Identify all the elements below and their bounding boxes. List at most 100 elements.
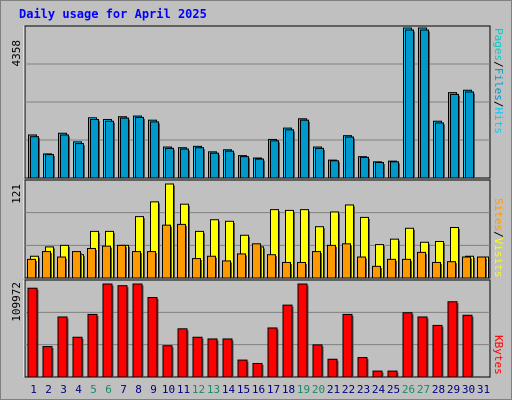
kbytes-bar xyxy=(237,359,248,378)
files-bar xyxy=(315,147,324,179)
x-tick-label: 22 xyxy=(342,383,355,396)
legend-files: Files xyxy=(492,68,505,101)
legend-sites: Sites xyxy=(492,198,505,231)
sites-bar xyxy=(57,256,66,279)
x-tick-label: 16 xyxy=(252,383,265,396)
legend-separator: / xyxy=(492,231,505,238)
sites-bar xyxy=(117,244,126,279)
sites-bar xyxy=(192,258,201,279)
x-tick-label: 20 xyxy=(312,383,325,396)
x-tick-label: 23 xyxy=(357,383,370,396)
kbytes-bar xyxy=(222,338,233,378)
x-tick-label: 7 xyxy=(120,383,127,396)
files-bar xyxy=(135,116,144,179)
sites-bar xyxy=(222,260,231,279)
kbytes-bar xyxy=(342,313,353,378)
files-bar xyxy=(375,162,384,179)
sites-bar xyxy=(417,251,426,279)
files-bar xyxy=(90,118,99,179)
sites-bar xyxy=(342,243,351,279)
kbytes-bar xyxy=(132,283,143,378)
x-tick-label: 9 xyxy=(150,383,157,396)
sites-bar xyxy=(402,258,411,279)
kbytes-bar xyxy=(462,314,473,378)
files-bar xyxy=(75,143,84,179)
files-bar xyxy=(60,134,69,179)
x-tick-label: 15 xyxy=(237,383,250,396)
legend-separator: / xyxy=(492,61,505,68)
sites-bar xyxy=(42,251,51,279)
files-bar xyxy=(195,147,204,179)
x-tick-label: 27 xyxy=(417,383,430,396)
x-tick-label: 24 xyxy=(372,383,386,396)
sites-bar xyxy=(102,245,111,279)
x-tick-label: 2 xyxy=(45,383,52,396)
files-bar xyxy=(345,136,354,179)
sites-bar xyxy=(387,258,396,279)
kbytes-bar xyxy=(402,312,413,378)
panel-1-ymax-label: 4358 xyxy=(10,40,23,67)
kbytes-bar xyxy=(357,357,368,378)
files-bar xyxy=(45,154,54,179)
sites-bar xyxy=(27,258,36,279)
files-bar xyxy=(450,93,459,179)
files-bar xyxy=(30,136,39,179)
chart-title: Daily usage for April 2025 xyxy=(19,7,207,21)
x-tick-label: 10 xyxy=(162,383,175,396)
kbytes-bar xyxy=(297,283,308,378)
x-tick-label: 18 xyxy=(282,383,295,396)
files-bar xyxy=(390,161,399,179)
kbytes-bar xyxy=(282,304,293,378)
x-tick-label: 26 xyxy=(402,383,415,396)
sites-bar xyxy=(237,253,246,279)
kbytes-bar xyxy=(42,346,53,378)
x-tick-label: 13 xyxy=(207,383,220,396)
files-bar xyxy=(105,120,114,179)
files-bar xyxy=(210,152,219,179)
x-tick-label: 31 xyxy=(477,383,490,396)
kbytes-bar xyxy=(447,301,458,378)
legend-3: KBytes xyxy=(492,335,505,375)
x-tick-label: 11 xyxy=(177,383,190,396)
legend-visits: Visits xyxy=(492,238,505,278)
x-tick-label: 25 xyxy=(387,383,400,396)
sites-bar xyxy=(432,261,441,279)
files-bar xyxy=(300,119,309,179)
kbytes-bar xyxy=(177,328,188,378)
kbytes-bar xyxy=(312,344,323,378)
sites-bar xyxy=(207,255,216,279)
x-tick-label: 3 xyxy=(60,383,67,396)
sites-bar xyxy=(177,223,186,279)
files-bar xyxy=(285,129,294,179)
files-bar xyxy=(435,122,444,179)
x-tick-label: 5 xyxy=(90,383,97,396)
x-tick-label: 19 xyxy=(297,383,310,396)
kbytes-bar xyxy=(207,338,218,378)
sites-bar xyxy=(132,251,141,279)
sites-bar xyxy=(312,251,321,279)
x-tick-label: 17 xyxy=(267,383,280,396)
x-tick-label: 12 xyxy=(192,383,205,396)
x-tick-label: 4 xyxy=(75,383,82,396)
files-bar xyxy=(360,156,369,179)
x-tick-label: 1 xyxy=(30,383,37,396)
x-tick-label: 29 xyxy=(447,383,460,396)
sites-bar xyxy=(357,256,366,279)
kbytes-bar xyxy=(102,283,113,378)
sites-bar xyxy=(447,261,456,279)
kbytes-bar xyxy=(117,285,128,378)
legend-1: Pages/Files/Hits xyxy=(492,28,505,134)
kbytes-bar xyxy=(27,287,38,378)
files-bar xyxy=(270,140,279,179)
kbytes-bar xyxy=(162,345,173,378)
panel-2-ymax-label: 121 xyxy=(10,184,23,204)
legend-separator: / xyxy=(492,101,505,108)
kbytes-bar xyxy=(387,370,398,378)
kbytes-bar xyxy=(252,362,263,378)
sites-bar xyxy=(477,256,486,279)
files-bar xyxy=(405,29,414,179)
kbytes-bar xyxy=(87,313,98,378)
panel-3-ymax-label: 109972 xyxy=(10,282,23,322)
sites-bar xyxy=(297,261,306,279)
